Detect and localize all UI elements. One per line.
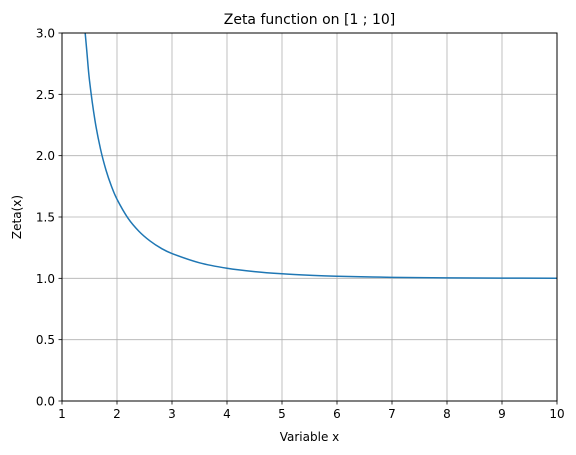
x-axis-label: Variable x xyxy=(280,430,340,444)
series-layer xyxy=(84,33,557,279)
x-tick-label: 3 xyxy=(168,407,176,421)
x-tick-label: 10 xyxy=(549,407,564,421)
y-tick-label: 2.0 xyxy=(36,149,55,163)
y-tick-label: 1.0 xyxy=(36,272,55,286)
y-tick-label: 1.5 xyxy=(36,211,55,225)
x-tick-label: 8 xyxy=(443,407,451,421)
x-tick-label: 4 xyxy=(223,407,231,421)
x-tick-label: 2 xyxy=(113,407,121,421)
y-tick-label: 3.0 xyxy=(36,27,55,41)
x-tick-label: 9 xyxy=(498,407,506,421)
y-tick-label: 0.5 xyxy=(36,333,55,347)
y-axis-label: Zeta(x) xyxy=(10,195,24,239)
x-tick-label: 5 xyxy=(278,407,286,421)
zeta-series-line xyxy=(84,33,557,279)
x-tick-label: 1 xyxy=(58,407,66,421)
y-tick-label: 0.0 xyxy=(36,395,55,409)
y-tick-label: 2.5 xyxy=(36,88,55,102)
x-tick-label: 7 xyxy=(388,407,396,421)
chart-title: Zeta function on [1 ; 10] xyxy=(224,12,396,28)
x-tick-label: 6 xyxy=(333,407,341,421)
ticks: 1 2 3 4 5 6 7 8 9 10 0.0 0.5 1.0 1.5 2.0 2.5 3.0 xyxy=(36,27,565,422)
